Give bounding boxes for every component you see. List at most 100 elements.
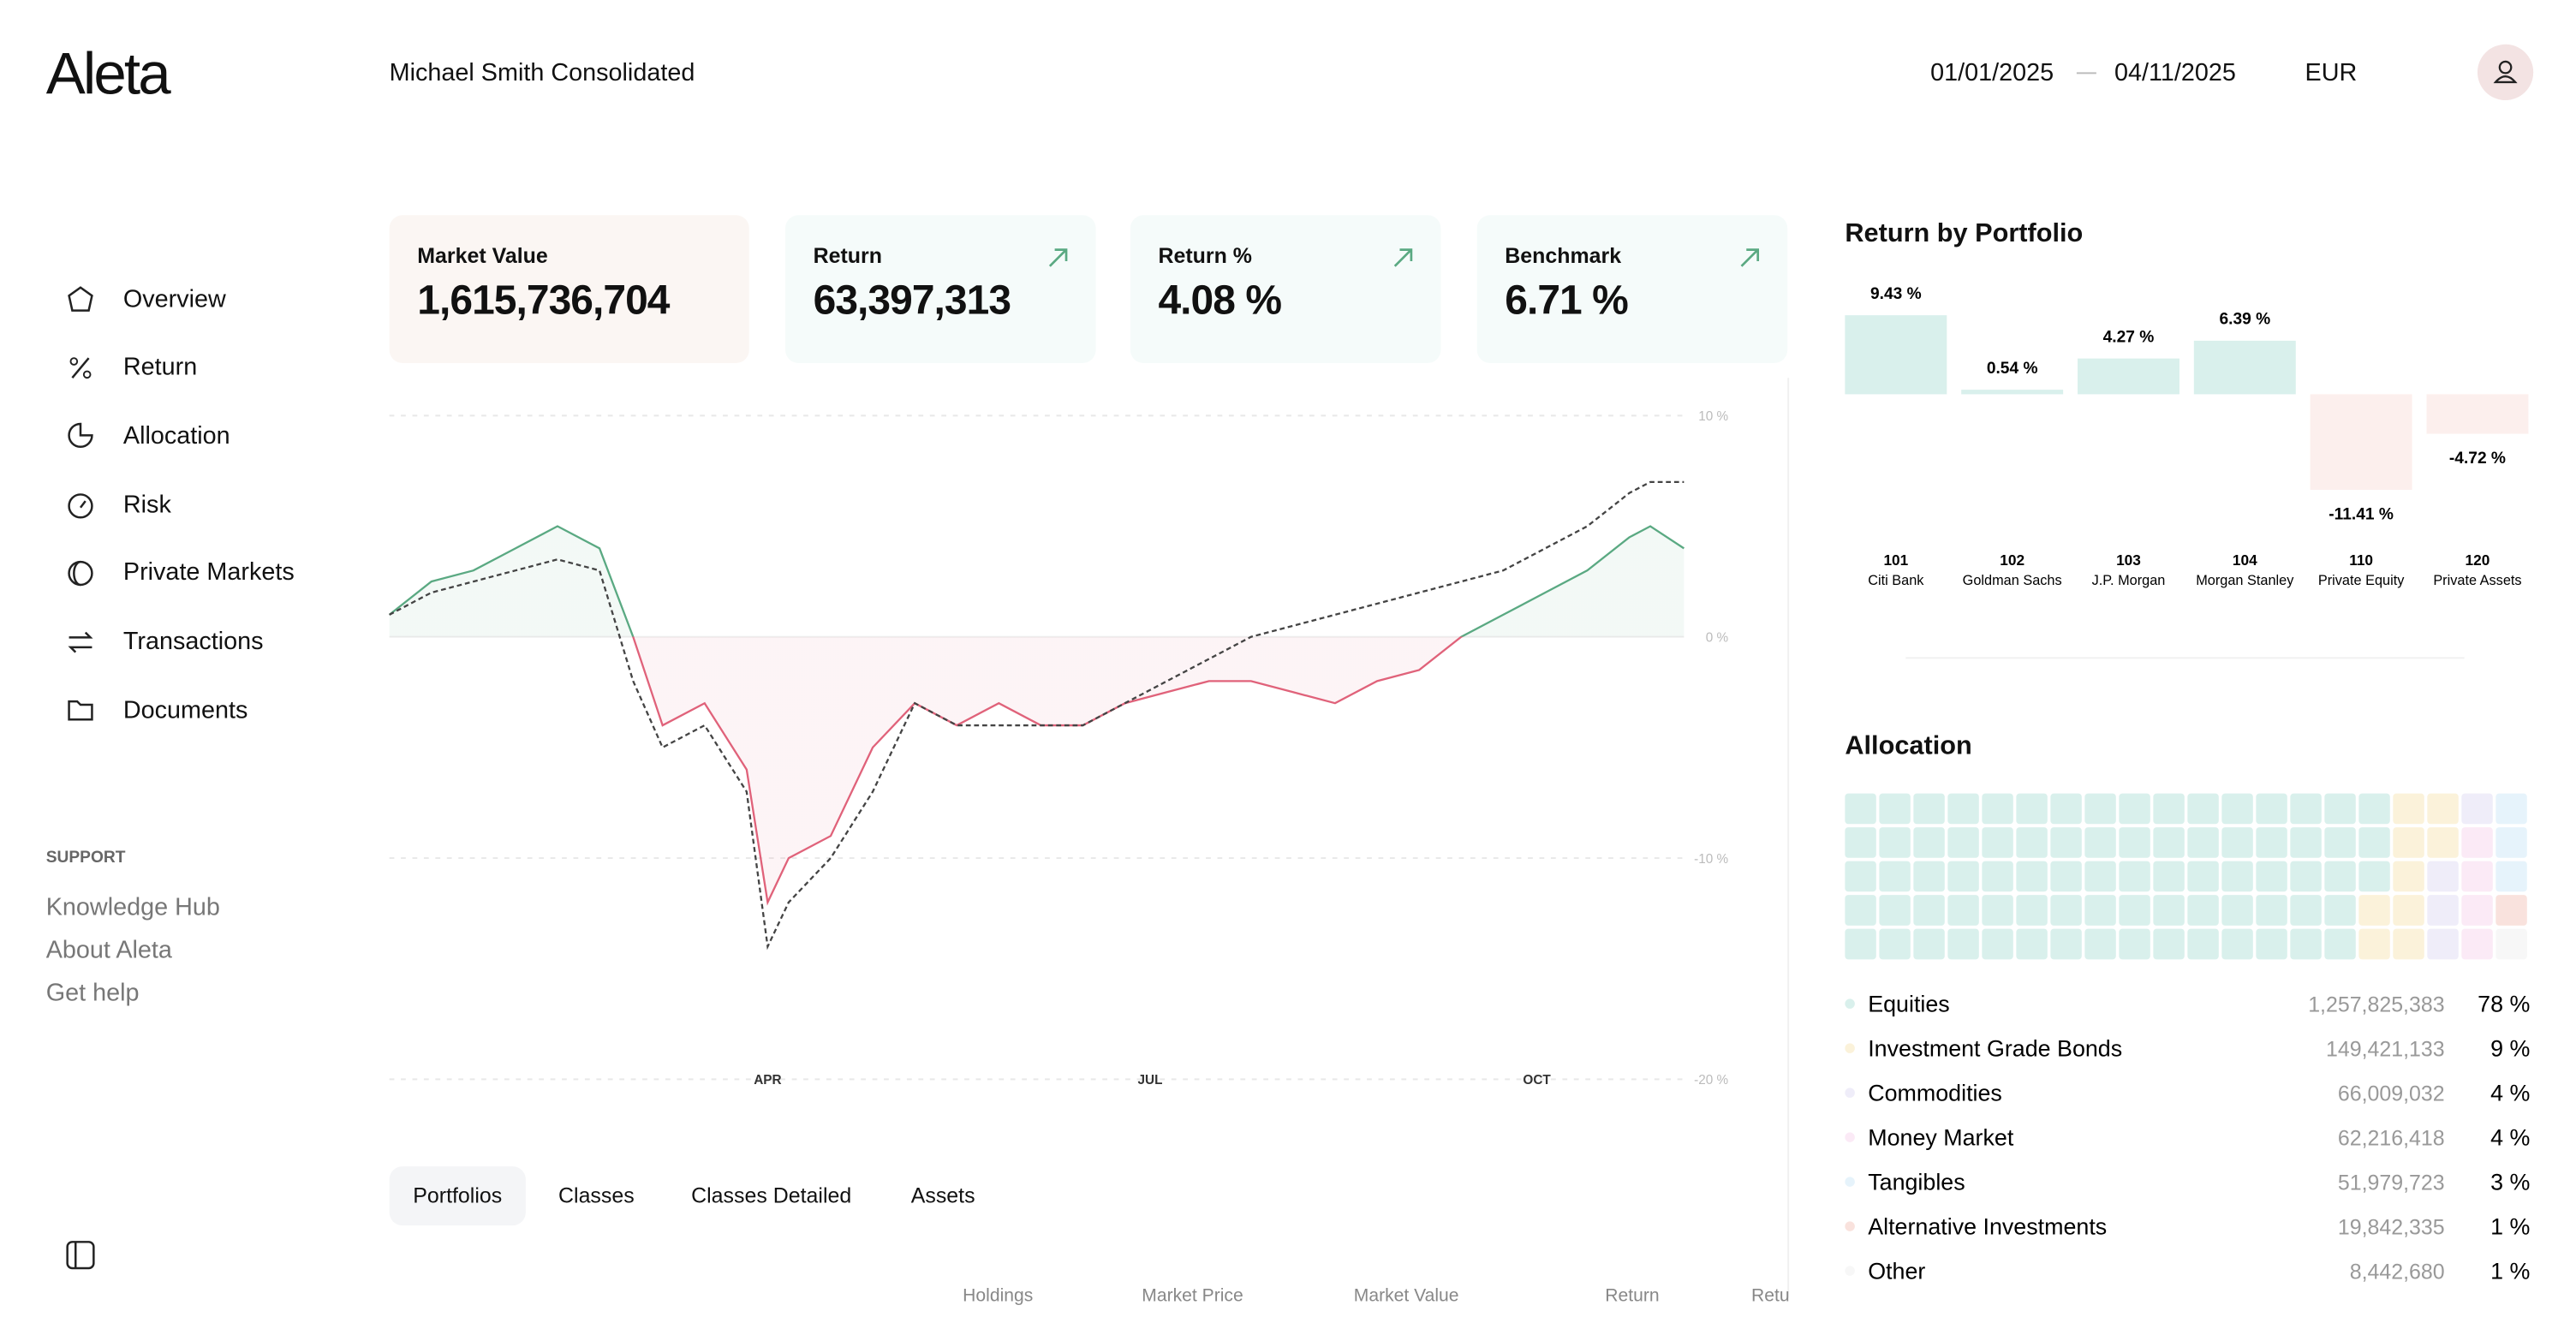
nav-icon — [69, 356, 92, 378]
waffle-cell — [2393, 928, 2424, 960]
nav-label: Private Markets — [122, 558, 295, 587]
waffle-cell — [2461, 928, 2493, 960]
waffle-cell — [2496, 861, 2527, 892]
sidebar-toggle[interactable] — [66, 1240, 96, 1270]
bar-category: 102 — [2000, 551, 2024, 569]
account-name[interactable]: Michael Smith Consolidated — [389, 59, 695, 87]
arrow-icon — [1740, 248, 1760, 267]
y-tick-label: 10 % — [1698, 409, 1728, 424]
waffle-cell — [1845, 793, 1876, 825]
tab[interactable]: Portfolios — [389, 1166, 526, 1226]
bar-value-label: -11.41 % — [2329, 506, 2394, 524]
allocation-name: Money Market — [1868, 1125, 2014, 1151]
nav-item[interactable]: Transactions — [66, 627, 264, 657]
bar — [2426, 394, 2529, 434]
waffle-cell — [2393, 827, 2424, 858]
waffle-cell — [2119, 861, 2150, 892]
bar-value-label: 0.54 % — [1987, 360, 2038, 378]
waffle-cell — [1913, 793, 1945, 825]
card-label: Return — [813, 242, 882, 268]
waffle-cell — [2358, 861, 2390, 892]
waffle-cell — [1982, 928, 2013, 960]
nav-label: Overview — [122, 284, 226, 313]
waffle-cell — [2187, 928, 2219, 960]
nav-item[interactable]: Private Markets — [66, 558, 295, 588]
bar-value-label: 4.27 % — [2103, 328, 2155, 346]
nav-icon — [68, 560, 93, 586]
waffle-cell — [2153, 827, 2185, 858]
nav-item[interactable]: Risk — [66, 490, 171, 520]
waffle-cell — [2153, 928, 2185, 960]
card-value: 4.08 % — [1158, 277, 1282, 324]
allocation-name: Equities — [1868, 992, 1949, 1017]
legend-dot — [1845, 1177, 1855, 1187]
waffle-cell — [2256, 928, 2287, 960]
date-separator — [2076, 72, 2096, 74]
date-to[interactable]: 04/11/2025 — [2114, 59, 2236, 87]
waffle-cell — [2050, 793, 2082, 825]
allocation-name: Other — [1868, 1259, 1925, 1284]
bar-category-name: Private Assets — [2433, 573, 2521, 588]
bar — [2193, 340, 2296, 395]
arrow-icon — [1048, 248, 1068, 267]
support-link[interactable]: About Aleta — [45, 936, 172, 965]
waffle-cell — [2119, 895, 2150, 926]
allocation-name: Investment Grade Bonds — [1868, 1036, 2122, 1062]
waffle-cell — [2393, 793, 2424, 825]
card-label: Market Value — [417, 242, 548, 268]
waffle-cell — [2084, 928, 2116, 960]
waffle-cell — [2187, 895, 2219, 926]
table-header: Market Price — [1142, 1286, 1243, 1307]
allocation-name: Commodities — [1868, 1081, 2002, 1106]
nav-icon — [68, 630, 93, 653]
allocation-percent: 3 % — [2490, 1170, 2530, 1195]
bar-category-name: Morgan Stanley — [2196, 573, 2294, 588]
tab[interactable]: Assets — [910, 1183, 975, 1208]
tab[interactable]: Classes Detailed — [691, 1183, 852, 1208]
waffle-cell — [2221, 827, 2253, 858]
bar-title: Return by Portfolio — [1845, 220, 2084, 248]
waffle-cell — [2290, 895, 2322, 926]
x-tick-label: JUL — [1138, 1073, 1163, 1088]
allocation-percent: 78 % — [2478, 992, 2530, 1017]
legend-dot — [1845, 1088, 1855, 1098]
waffle-cell — [1913, 895, 1945, 926]
nav-item[interactable]: Return — [66, 353, 197, 383]
waffle-cell — [2016, 793, 2048, 825]
waffle-cell — [2324, 827, 2356, 858]
nav-item[interactable]: Allocation — [66, 421, 230, 451]
divider — [1905, 657, 2465, 659]
bar-chart: 9.43 % 101 Citi Bank 0.54 % 102 Goldman Sachs… — [1845, 285, 2529, 588]
y-tick-label: 0 % — [1706, 630, 1729, 645]
nav-icon — [68, 700, 93, 721]
bar-category: 104 — [2233, 551, 2257, 569]
nav-item[interactable]: Overview — [66, 284, 226, 314]
waffle-cell — [1982, 793, 2013, 825]
nav-item[interactable]: Documents — [66, 695, 248, 725]
card-value: 63,397,313 — [813, 277, 1011, 324]
support-link[interactable]: Knowledge Hub — [45, 893, 220, 922]
table-header: Holdings — [963, 1286, 1034, 1307]
bar-category: 103 — [2116, 551, 2141, 569]
user-avatar[interactable] — [2477, 44, 2534, 101]
nav-label: Risk — [122, 490, 171, 519]
waffle-cell — [2427, 895, 2459, 926]
support-link[interactable]: Get help — [45, 979, 140, 1007]
nav-icon — [68, 493, 93, 519]
waffle-cell — [1879, 861, 1911, 892]
currency[interactable]: EUR — [2305, 59, 2358, 87]
waffle-cell — [2016, 895, 2048, 926]
logo[interactable]: Aleta — [45, 39, 171, 107]
bar-value-label: -4.72 % — [2449, 450, 2506, 468]
date-from[interactable]: 01/01/2025 — [1930, 59, 2054, 87]
bar-category-name: Private Equity — [2318, 573, 2405, 588]
tab[interactable]: Classes — [558, 1183, 635, 1208]
benchmark-line — [389, 480, 1685, 951]
table-header: Retu — [1751, 1286, 1790, 1307]
waffle-cell — [2496, 895, 2527, 926]
waffle-cell — [2496, 928, 2527, 960]
allocation-amount: 149,421,133 — [2326, 1038, 2445, 1062]
waffle-cell — [2084, 861, 2116, 892]
waffle-cell — [2324, 793, 2356, 825]
